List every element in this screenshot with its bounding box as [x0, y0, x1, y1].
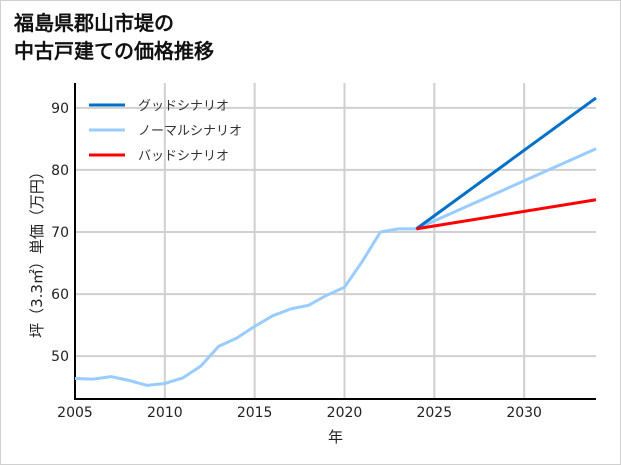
- x-axis-label: 年: [328, 428, 343, 446]
- x-tick-label: 2025: [416, 405, 452, 421]
- x-tick-label: 2015: [237, 405, 273, 421]
- legend-label: ノーマルシナリオ: [138, 124, 242, 139]
- x-tick-label: 2010: [147, 405, 183, 421]
- y-tick-label: 50: [51, 349, 69, 365]
- x-tick-label: 2030: [506, 405, 542, 421]
- series-line-0: [415, 96, 597, 231]
- series-line-2: [416, 198, 597, 231]
- series-line-1: [74, 147, 597, 387]
- y-tick-label: 80: [51, 163, 69, 179]
- x-tick-label: 2005: [57, 405, 93, 421]
- y-axis-label: 坪（3.3㎡）単価（万円）: [28, 164, 46, 338]
- y-tick-label: 60: [51, 287, 69, 303]
- x-tick-label: 2020: [327, 405, 363, 421]
- title-line-2: 中古戸建ての価格推移: [14, 39, 214, 63]
- legend-label: バッドシナリオ: [138, 149, 229, 164]
- chart-title: 福島県郡山市堤の 中古戸建ての価格推移: [14, 9, 214, 65]
- title-line-1: 福島県郡山市堤の: [14, 11, 174, 35]
- legend-label: グッドシナリオ: [138, 99, 229, 114]
- y-tick-label: 90: [51, 101, 69, 117]
- y-tick-label: 70: [51, 225, 69, 241]
